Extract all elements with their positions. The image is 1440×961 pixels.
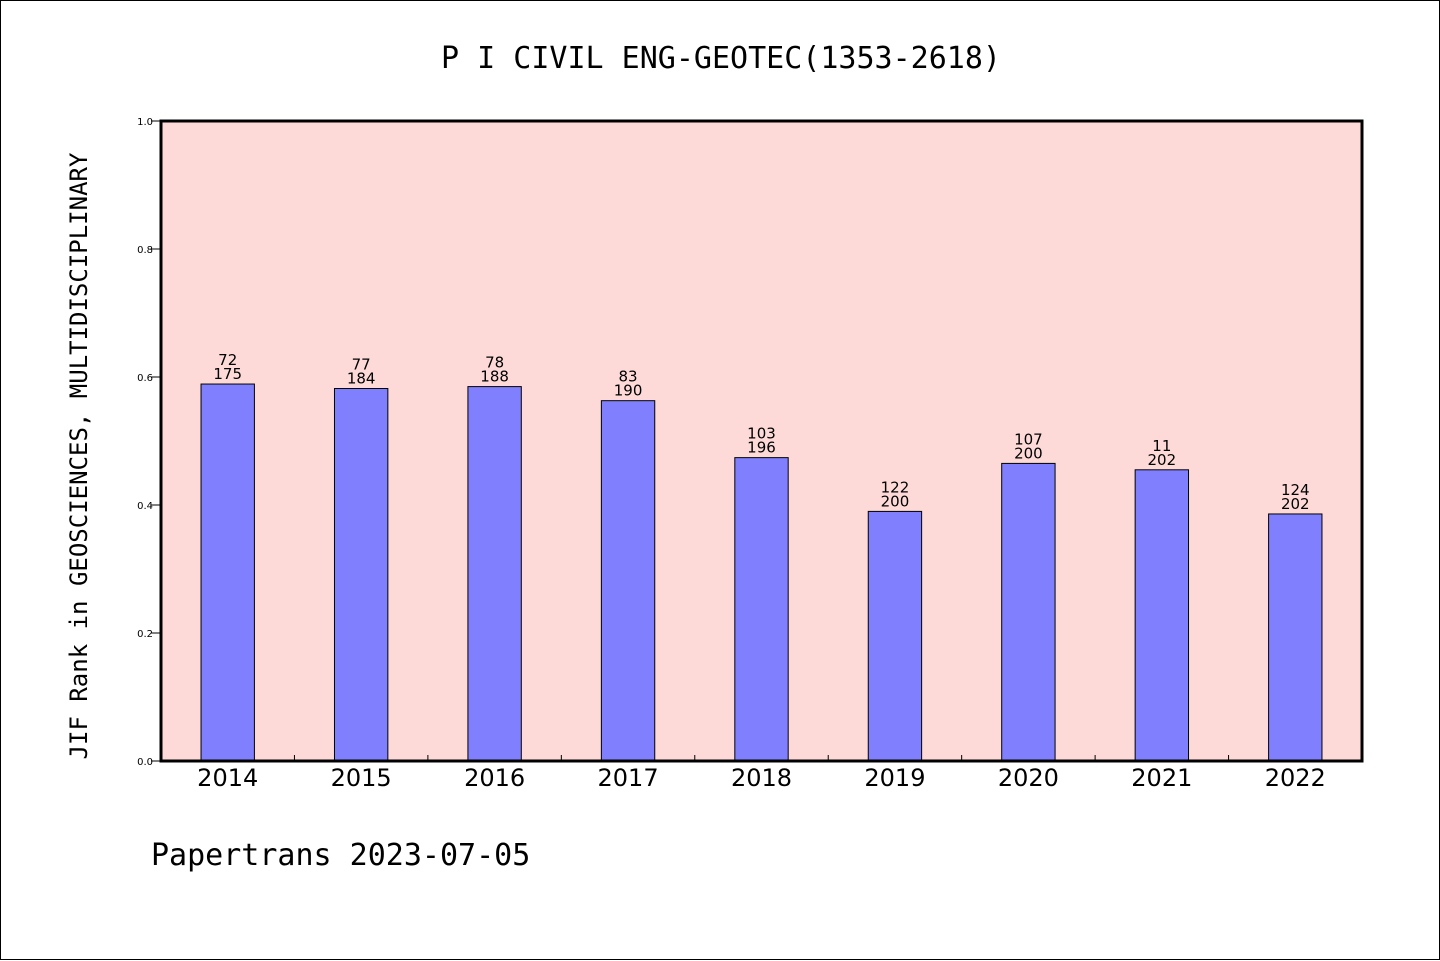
x-tick-label: 2022	[1265, 764, 1326, 792]
bar-total-label: 188	[480, 368, 509, 386]
bar-rank-label: 103	[747, 425, 776, 443]
bar-rank-label: 107	[1014, 430, 1043, 448]
bar-rank-label: 78	[485, 354, 504, 372]
x-tick-label: 2020	[998, 764, 1059, 792]
bar-2018	[734, 457, 789, 762]
bar-total-label: 184	[347, 370, 376, 388]
x-tick-label: 2019	[864, 764, 925, 792]
bar-2020	[1001, 462, 1056, 762]
x-tick-label: 2014	[197, 764, 258, 792]
bar-2021	[1134, 469, 1190, 762]
x-tick-label: 2016	[464, 764, 525, 792]
x-tick-label: 2021	[1131, 764, 1192, 792]
bar-2022	[1268, 513, 1323, 762]
y-tick-label: 0.0	[137, 757, 153, 768]
plot-border	[159, 119, 1364, 763]
bar-rank-label: 83	[619, 368, 638, 386]
bar-total-label: 190	[614, 382, 643, 400]
bar-rank-label: 124	[1281, 481, 1310, 499]
y-tick-label: 0.4	[137, 501, 153, 512]
bar-total-label: 202	[1148, 451, 1177, 469]
bar-2015	[333, 388, 389, 762]
footer-text: Papertrans 2023-07-05	[151, 838, 530, 873]
bar-total-label: 200	[881, 492, 910, 510]
bar-2014	[200, 383, 255, 762]
x-tick-label: 2015	[331, 764, 392, 792]
bar-total-label: 196	[747, 439, 776, 457]
bar-total-label: 202	[1281, 495, 1310, 513]
y-tick-label: 0.8	[137, 245, 153, 256]
bar-rank-label: 122	[881, 478, 910, 496]
bar-total-label: 200	[1014, 444, 1043, 462]
bar-rank-label: 72	[218, 351, 237, 369]
y-tick-label: 1.0	[137, 117, 153, 128]
y-axis-label: JIF Rank in GEOSCIENCES, MULTIDISCIPLINA…	[65, 152, 93, 759]
bar-rank-label: 77	[352, 356, 371, 374]
y-tick-label: 0.6	[137, 373, 153, 384]
bar-total-label: 175	[213, 365, 242, 383]
x-tick-label: 2017	[598, 764, 659, 792]
chart-title: P I CIVIL ENG-GEOTEC(1353-2618)	[441, 41, 1001, 76]
bar-2017	[600, 400, 656, 762]
bar-rank-label: 11	[1152, 437, 1171, 455]
y-tick-label: 0.2	[137, 629, 153, 640]
bar-2016	[467, 386, 522, 762]
axes-group: 0.0 0.2 0.4 0.6 0.8 1.0 2014 2015 2016 2017 2018 20…	[137, 117, 1326, 792]
x-tick-label: 2018	[731, 764, 792, 792]
bar-2019	[867, 510, 923, 762]
